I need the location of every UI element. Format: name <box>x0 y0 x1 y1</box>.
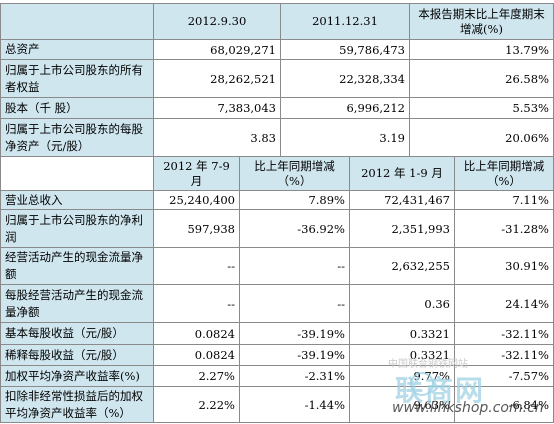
table-cell: 0.3321 <box>349 322 455 345</box>
row-label: 归属于上市公司股东的每股净资产（元/股） <box>0 118 154 157</box>
header-cell <box>0 156 154 191</box>
table-cell: 68,029,271 <box>153 39 281 60</box>
header-cell: 比上年同期增减（%） <box>454 156 554 191</box>
table-cell: 7.11% <box>454 190 554 210</box>
table-cell: 2.22% <box>153 386 240 423</box>
table-cell: 0.36 <box>349 284 455 323</box>
table-row: 经营活动产生的现金流量净额 -- -- 2,632,255 30.91% <box>0 247 554 285</box>
row-label: 归属于上市公司股东的净利润 <box>0 209 154 248</box>
table-cell: 0.0824 <box>153 344 240 366</box>
table-cell: 7.89% <box>239 190 350 210</box>
table-cell: -- <box>239 247 350 285</box>
row-label: 基本每股收益（元/股） <box>0 322 154 345</box>
table-cell: 6,996,212 <box>280 97 410 119</box>
watermark-brand: 联商网 <box>395 374 486 407</box>
table-cell: -31.28% <box>454 209 554 248</box>
table-cell: -39.19% <box>239 322 350 345</box>
row-label: 加权平均净资产收益率(%) <box>0 365 154 387</box>
table-cell: 2,351,993 <box>349 209 455 248</box>
table-row: 营业总收入 25,240,400 7.89% 72,431,467 7.11% <box>0 190 554 210</box>
header-cell: 本报告期末比上年度期末增减(%) <box>409 3 554 40</box>
table-cell: 59,786,473 <box>280 39 410 60</box>
table-cell: -- <box>153 284 240 323</box>
header-cell: 2012 年 1-9 月 <box>349 156 455 191</box>
row-label: 经营活动产生的现金流量净额 <box>0 247 154 285</box>
row-label: 营业总收入 <box>0 190 154 210</box>
table-cell: 24.14% <box>454 284 554 323</box>
table-row: 归属于上市公司股东的所有者权益 28,262,521 22,328,334 26… <box>0 59 554 98</box>
table-row: 股本（千 股） 7,383,043 6,996,212 5.53% <box>0 97 554 119</box>
table-cell: 3.83 <box>153 118 281 157</box>
table-row: 归属于上市公司股东的净利润 597,938 -36.92% 2,351,993 … <box>0 209 554 248</box>
table-cell: 25,240,400 <box>153 190 240 210</box>
table-cell: -- <box>239 284 350 323</box>
watermark-url: www.linkshop.com.cn <box>392 400 544 416</box>
table-cell: 7,383,043 <box>153 97 281 119</box>
table-cell: 597,938 <box>153 209 240 248</box>
balance-sheet-table: 2012.9.30 2011.12.31 本报告期末比上年度期末增减(%) 总资… <box>0 3 554 157</box>
table-row: 扣除非经常性损益后的加权平均净资产收益率（%） 2.22% -1.44% 9.6… <box>0 386 554 423</box>
table-cell: -39.19% <box>239 344 350 366</box>
row-label: 扣除非经常性损益后的加权平均净资产收益率（%） <box>0 386 154 423</box>
table-cell: 3.19 <box>280 118 410 157</box>
table-cell: 0.0824 <box>153 322 240 345</box>
table-cell: 28,262,521 <box>153 59 281 98</box>
table-cell: 30.91% <box>454 247 554 285</box>
table-cell: -36.92% <box>239 209 350 248</box>
table-cell: -- <box>153 247 240 285</box>
table-cell: 20.06% <box>409 118 554 157</box>
table-row: 基本每股收益（元/股） 0.0824 -39.19% 0.3321 -32.11… <box>0 322 554 345</box>
table-cell: -6.84% <box>454 386 554 423</box>
table-cell: 72,431,467 <box>349 190 455 210</box>
table-cell: -32.11% <box>454 344 554 366</box>
header-cell: 2012.9.30 <box>153 3 281 40</box>
table-cell: 0.3321 <box>349 344 455 366</box>
header-cell: 比上年同期增减（%） <box>239 156 350 191</box>
table-cell: 13.79% <box>409 39 554 60</box>
header-cell: 2011.12.31 <box>280 3 410 40</box>
table-cell: 26.58% <box>409 59 554 98</box>
table-cell: -1.44% <box>239 386 350 423</box>
table-cell: 22,328,334 <box>280 59 410 98</box>
table-row: 每股经营活动产生的现金流量净额 -- -- 0.36 24.14% <box>0 284 554 323</box>
watermark-caption: 中国联合钢铁网站 <box>388 359 468 370</box>
table-cell: 5.53% <box>409 97 554 119</box>
row-label: 总资产 <box>0 39 154 60</box>
table-row: 加权平均净资产收益率(%) 2.27% -2.31% 9.77% -7.57% <box>0 365 554 387</box>
table-cell: 2,632,255 <box>349 247 455 285</box>
income-statement-table: 2012 年 7-9 月 比上年同期增减（%） 2012 年 1-9 月 比上年… <box>0 156 554 423</box>
table-row: 归属于上市公司股东的每股净资产（元/股） 3.83 3.19 20.06% <box>0 118 554 157</box>
balance-header-row: 2012.9.30 2011.12.31 本报告期末比上年度期末增减(%) <box>0 3 554 40</box>
header-cell <box>0 3 154 40</box>
row-label: 每股经营活动产生的现金流量净额 <box>0 284 154 323</box>
table-cell: -2.31% <box>239 365 350 387</box>
income-header-row: 2012 年 7-9 月 比上年同期增减（%） 2012 年 1-9 月 比上年… <box>0 156 554 191</box>
table-cell: -7.57% <box>454 365 554 387</box>
row-label: 股本（千 股） <box>0 97 154 119</box>
row-label: 归属于上市公司股东的所有者权益 <box>0 59 154 98</box>
watermark-logo-icon <box>410 372 434 396</box>
table-row: 总资产 68,029,271 59,786,473 13.79% <box>0 39 554 60</box>
table-cell: 2.27% <box>153 365 240 387</box>
table-cell: -32.11% <box>454 322 554 345</box>
table-cell: 9.63% <box>349 386 455 423</box>
header-cell: 2012 年 7-9 月 <box>153 156 240 191</box>
table-row: 稀释每股收益（元/股） 0.0824 -39.19% 0.3321 -32.11… <box>0 344 554 366</box>
row-label: 稀释每股收益（元/股） <box>0 344 154 366</box>
